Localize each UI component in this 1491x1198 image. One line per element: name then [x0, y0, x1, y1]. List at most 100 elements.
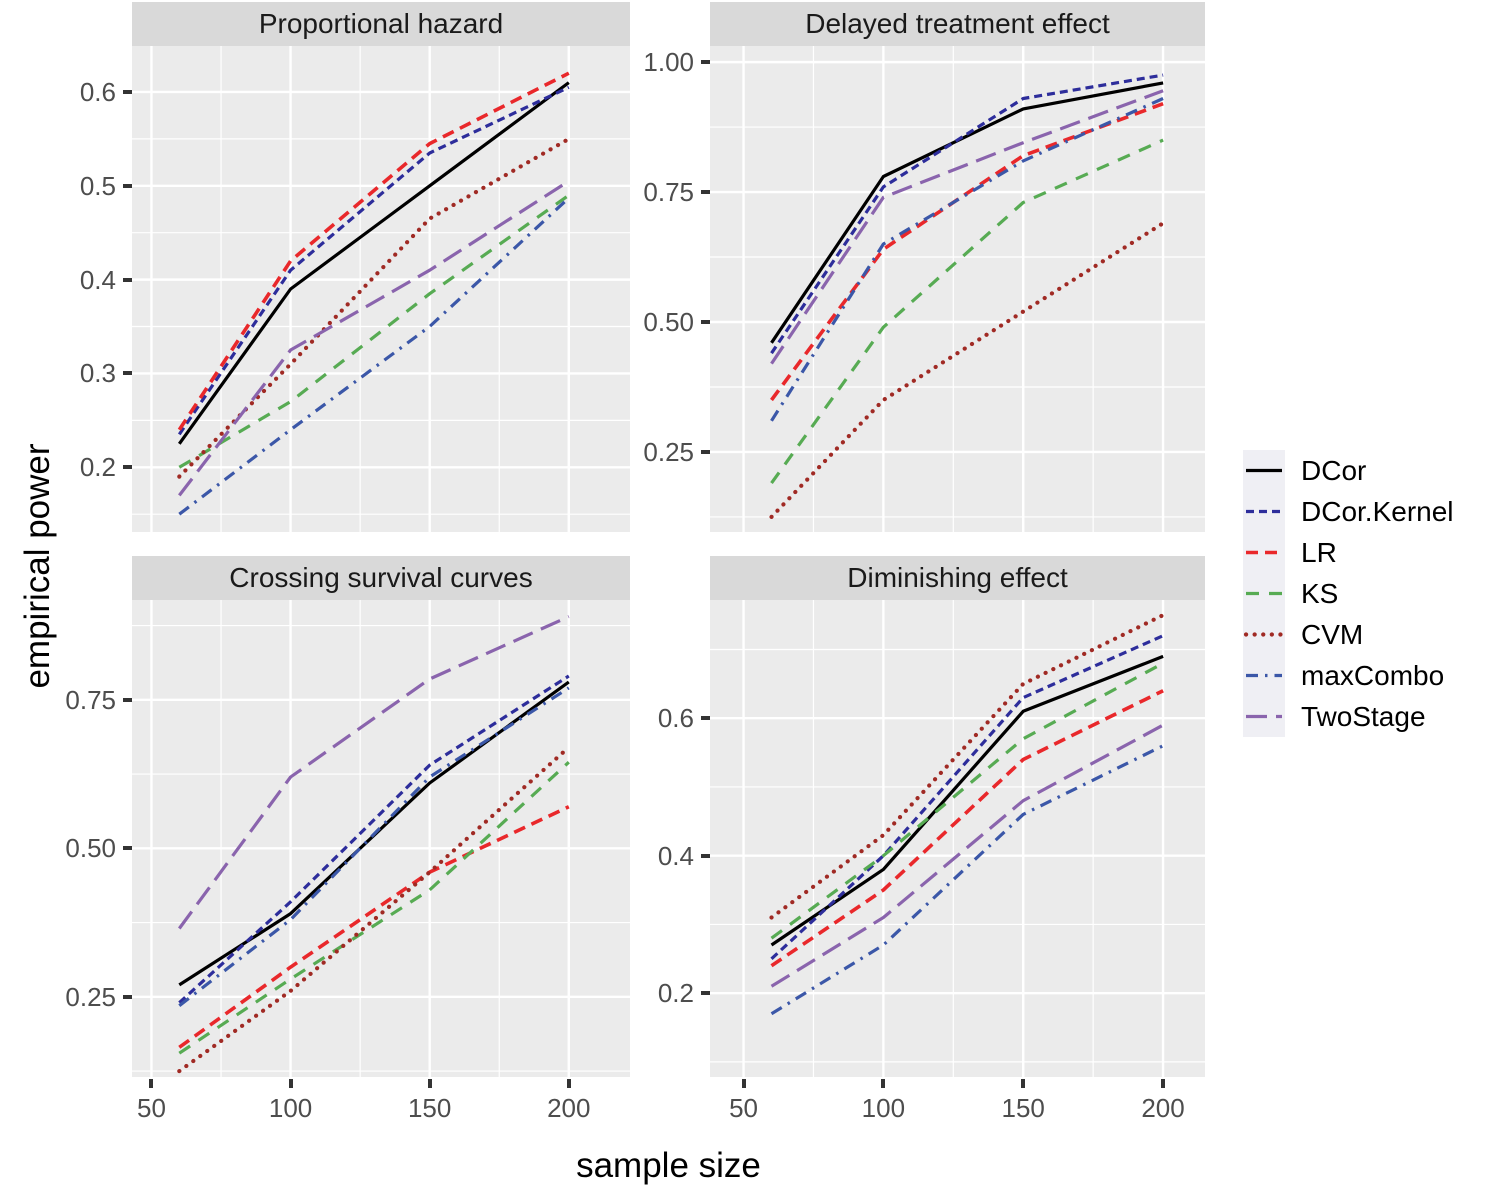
y-tick-mark	[123, 89, 132, 94]
legend-label: maxCombo	[1301, 659, 1445, 691]
y-tick-label: 0.2	[79, 452, 116, 483]
legend-key-line-icon	[1243, 491, 1285, 532]
facet-strip-title: Crossing survival curves	[229, 562, 533, 593]
series-line-maxCombo	[178, 196, 570, 516]
y-tick-label: 0.6	[79, 76, 116, 107]
legend-entry-maxCombo: maxCombo	[1243, 655, 1454, 696]
x-tick-mark	[288, 1079, 293, 1088]
legend-key-line-icon	[1243, 532, 1285, 573]
legend-key-line-icon	[1243, 450, 1285, 491]
y-tick-label: 0.50	[643, 307, 694, 337]
series-line-DCor	[178, 81, 570, 445]
facet-strip-title: Delayed treatment effect	[805, 8, 1110, 39]
y-tick-mark	[701, 449, 710, 454]
y-tick-label: 0.6	[657, 703, 694, 734]
y-tick-mark	[123, 183, 132, 188]
series-line-TwoStage	[770, 723, 1164, 988]
x-tick-mark	[741, 1079, 746, 1088]
y-tick-mark	[701, 853, 710, 858]
y-tick-mark	[701, 60, 710, 65]
y-tick-label: 0.75	[65, 684, 116, 715]
x-tick-label: 100	[268, 1093, 313, 1123]
y-tick-mark	[701, 190, 710, 195]
series-line-LR	[178, 805, 570, 1049]
series-line-CVM	[769, 613, 1166, 920]
series-line-DCor	[770, 81, 1164, 344]
y-tick-label: 0.75	[643, 177, 694, 208]
y-tick-mark	[123, 277, 132, 282]
y-tick-label: 1.00	[643, 47, 694, 78]
x-tick-label: 200	[547, 1093, 591, 1123]
legend-entry-DCor: DCor	[1243, 450, 1454, 491]
series-line-LR	[770, 689, 1164, 968]
series-line-DCor	[770, 654, 1164, 947]
y-tick-mark	[123, 465, 132, 470]
series-line-KS	[770, 138, 1164, 485]
x-tick-mark	[1161, 1079, 1166, 1088]
y-tick-mark	[123, 697, 132, 702]
y-tick-mark	[123, 994, 132, 999]
x-tick-label: 50	[729, 1093, 758, 1123]
y-tick-label: 0.2	[657, 978, 694, 1009]
y-tick-label: 0.4	[79, 264, 116, 295]
x-tick-mark	[149, 1079, 154, 1088]
series-line-KS	[770, 661, 1164, 940]
y-tick-mark	[701, 991, 710, 996]
series-line-DCor.Kernel	[178, 674, 570, 1004]
facet-strip: Diminishing effect	[710, 556, 1205, 600]
series-line-maxCombo	[770, 97, 1164, 422]
series-line-TwoStage	[770, 89, 1164, 365]
series-line-TwoStage	[178, 615, 570, 930]
legend-entry-KS: KS	[1243, 573, 1454, 614]
legend-key-line-icon	[1243, 614, 1285, 655]
x-tick-mark	[566, 1079, 571, 1088]
legend-key-line-icon	[1243, 696, 1285, 737]
y-tick-mark	[123, 846, 132, 851]
legend-entry-DCor.Kernel: DCor.Kernel	[1243, 491, 1454, 532]
facet-strip: Delayed treatment effect	[710, 2, 1205, 46]
y-tick-label: 0.25	[65, 981, 116, 1012]
x-tick-mark	[1021, 1079, 1026, 1088]
panel-0-plot-area	[132, 46, 630, 532]
series-line-KS	[178, 761, 570, 1055]
y-axis-title: empirical power	[18, 443, 57, 689]
legend-entry-LR: LR	[1243, 532, 1454, 573]
legend-key-line-icon	[1243, 573, 1285, 614]
legend-label: KS	[1301, 577, 1339, 609]
panel-2-plot-area	[132, 600, 630, 1077]
y-tick-mark	[701, 716, 710, 721]
y-tick-label: 0.50	[65, 833, 116, 864]
facet-strip-title: Proportional hazard	[258, 8, 504, 39]
legend-label: LR	[1301, 536, 1337, 568]
x-tick-label: 50	[137, 1093, 166, 1123]
x-tick-label: 200	[1141, 1093, 1185, 1123]
x-tick-mark	[881, 1079, 886, 1088]
y-tick-label: 0.5	[79, 170, 116, 201]
legend-entry-CVM: CVM	[1243, 614, 1454, 655]
y-tick-label: 0.3	[79, 358, 116, 389]
facet-strip-title: Diminishing effect	[847, 562, 1068, 593]
x-tick-label: 150	[407, 1093, 452, 1123]
x-tick-mark	[427, 1079, 432, 1088]
series-line-CVM	[177, 745, 571, 1074]
legend-label: CVM	[1301, 618, 1364, 650]
series-line-TwoStage	[178, 179, 570, 497]
x-tick-label: 100	[861, 1093, 906, 1123]
legend-key-line-icon	[1243, 655, 1285, 696]
series-line-DCor.Kernel	[770, 73, 1164, 355]
legend: DCor DCor.Kernel LR KS CVM maxCombo TwoStage	[1243, 450, 1454, 737]
series-line-DCor	[178, 680, 570, 987]
x-tick-label: 150	[1001, 1093, 1045, 1123]
series-line-maxCombo	[770, 744, 1164, 1016]
panel-1-plot-area	[710, 46, 1205, 532]
panel-3-plot-area	[710, 600, 1205, 1077]
series-line-LR	[177, 71, 570, 431]
legend-label: DCor	[1301, 454, 1367, 486]
x-axis-title: sample size	[576, 1146, 761, 1185]
legend-label: TwoStage	[1301, 700, 1426, 732]
y-tick-label: 0.4	[657, 840, 694, 871]
legend-entry-TwoStage: TwoStage	[1243, 696, 1454, 737]
y-tick-label: 0.25	[643, 436, 694, 467]
legend-label: DCor.Kernel	[1301, 495, 1454, 527]
